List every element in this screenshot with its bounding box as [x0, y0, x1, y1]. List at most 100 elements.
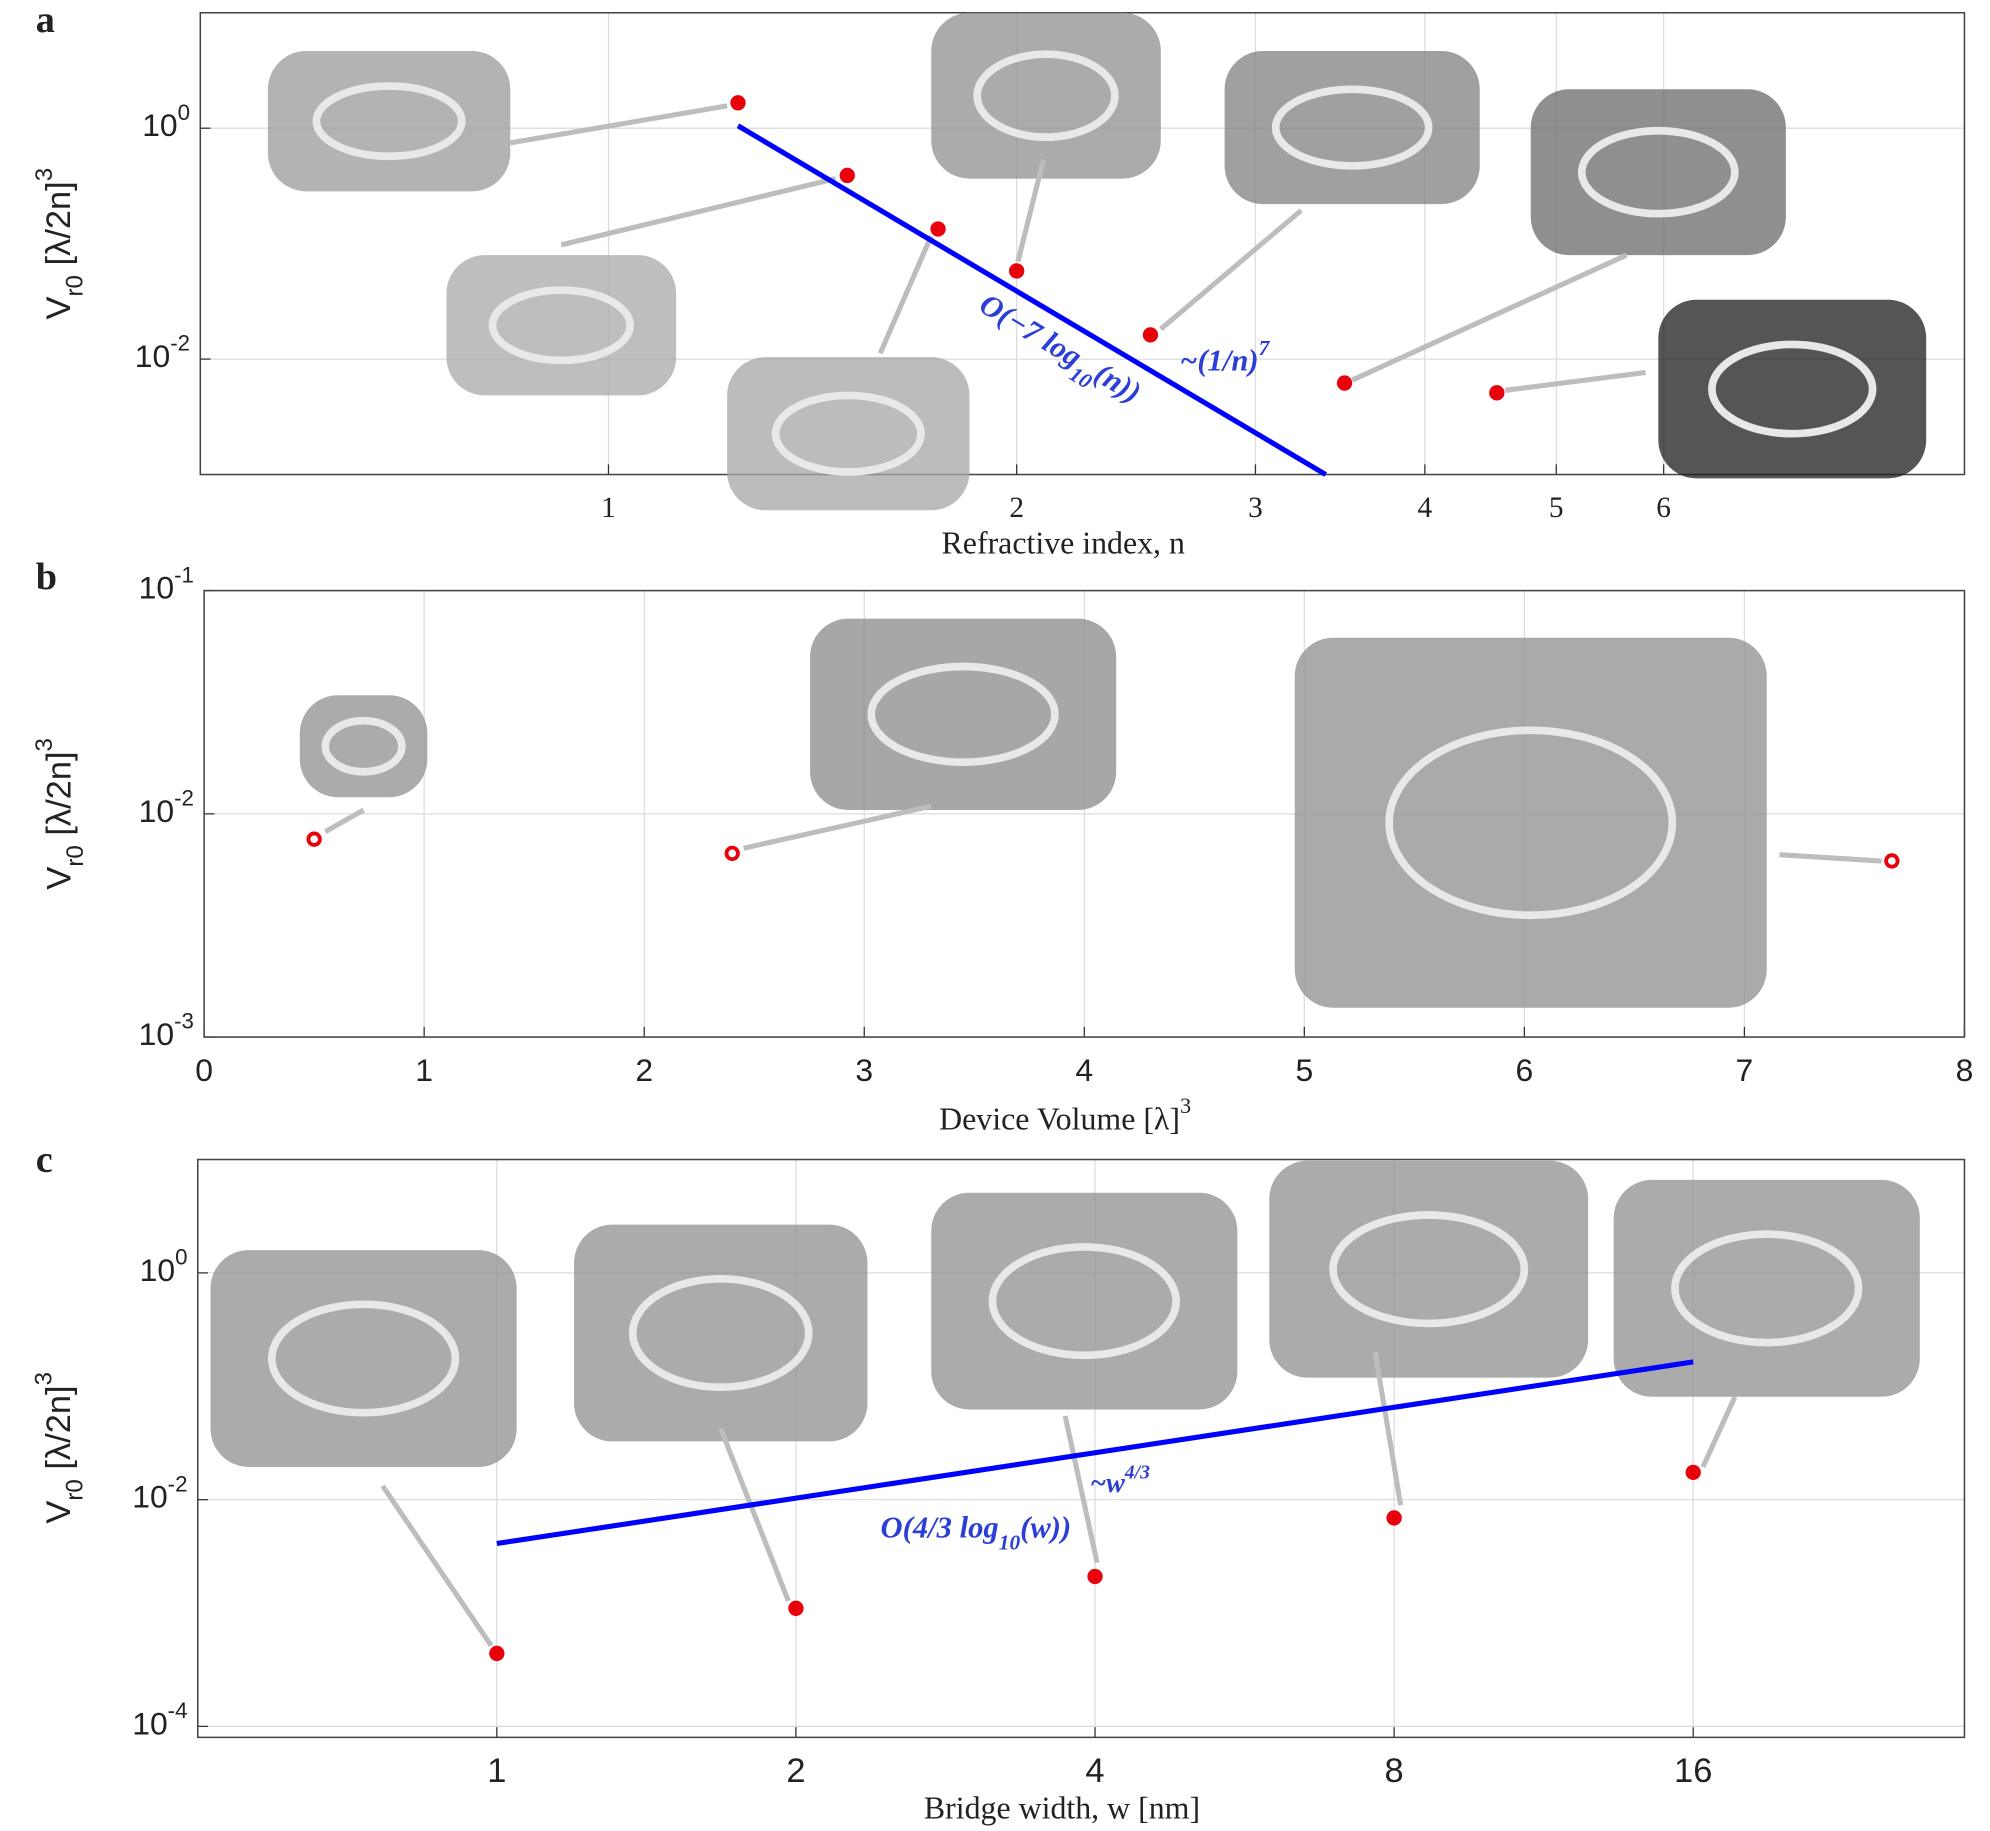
x-tick-label: 1	[415, 1052, 433, 1088]
structure-image	[931, 12, 1161, 179]
structure-detail	[973, 50, 1119, 141]
structure-detail	[321, 716, 406, 776]
structure-detail	[1329, 1211, 1529, 1328]
panel: 1 2 4 8 16 10-4 10-2 100 O(4/3 log10(w)) ~w4/3 c Br…	[31, 1139, 1966, 1826]
data-point	[489, 1645, 505, 1662]
y-axis-label: Vr0 [λ/2n]3	[31, 738, 89, 890]
x-tick-label: 2	[1009, 492, 1024, 524]
leader-line	[877, 234, 934, 355]
x-tick-label: 4	[1085, 1752, 1104, 1790]
x-axis-label: Refractive index, n	[942, 525, 1185, 560]
structure-image	[1530, 89, 1786, 256]
leader-line	[380, 1484, 494, 1647]
data-point	[1386, 1510, 1402, 1526]
data-point	[1009, 263, 1025, 279]
structure-image	[446, 255, 677, 396]
structure-image	[1294, 637, 1767, 1008]
structure-image	[727, 357, 970, 511]
data-point	[1685, 1464, 1701, 1481]
fit-line	[736, 123, 1327, 477]
data-point	[1142, 327, 1159, 343]
structure-image	[1224, 51, 1480, 205]
y-tick-label: 10-4	[132, 1698, 187, 1742]
structure-image	[931, 1192, 1238, 1410]
panel: 0 1 2 3 4 5 6 7 8 10-3 10-2 10-1 b Device Volume [λ]3…	[31, 556, 1973, 1137]
structure-detail	[1385, 726, 1677, 920]
leader-line	[1351, 252, 1628, 383]
structure-image	[299, 695, 428, 798]
structure-detail	[488, 286, 635, 365]
structure-detail	[312, 82, 466, 161]
structure-image	[210, 1250, 517, 1467]
data-point	[1087, 1568, 1103, 1585]
x-tick-label: 2	[635, 1052, 653, 1088]
leader-line	[560, 176, 837, 248]
fit-line	[496, 1359, 1694, 1547]
structure-detail	[267, 1300, 460, 1417]
annotation: O(4/3 log10(w))	[881, 1511, 1072, 1555]
leader-line	[718, 1427, 791, 1602]
x-tick-label: 6	[1516, 1052, 1534, 1088]
annotation: ~(1/n)7	[1180, 336, 1271, 378]
data-point	[1336, 375, 1353, 391]
structure-detail	[1577, 126, 1739, 218]
structure-image	[1613, 1179, 1920, 1397]
data-point	[930, 221, 946, 237]
y-tick-label: 100	[140, 1244, 188, 1288]
x-tick-label: 4	[1075, 1052, 1093, 1088]
x-tick-label: 6	[1656, 492, 1671, 524]
structure-image	[574, 1224, 868, 1442]
leader-line	[324, 807, 365, 834]
x-axis-label: Bridge width, w [nm]	[924, 1791, 1200, 1826]
structure-image	[1658, 299, 1927, 479]
x-tick-label: 1	[601, 492, 616, 524]
x-tick-label: 8	[1385, 1752, 1404, 1790]
x-tick-label: 0	[195, 1052, 213, 1088]
structure-image	[267, 51, 511, 192]
leader-line	[1159, 208, 1303, 332]
leader-line	[1779, 852, 1882, 864]
structure-image	[1269, 1160, 1589, 1378]
x-tick-label: 5	[1295, 1052, 1313, 1088]
panel-label: c	[36, 1139, 53, 1181]
annotation: ~w4/3	[1090, 1461, 1150, 1500]
data-point	[788, 1600, 804, 1616]
leader-line	[743, 803, 932, 851]
structure-detail	[1708, 340, 1877, 438]
x-tick-label: 16	[1674, 1752, 1712, 1790]
panel-label: a	[36, 0, 55, 41]
structure-detail	[988, 1243, 1180, 1360]
x-tick-label: 4	[1418, 492, 1433, 524]
data-point	[1884, 853, 1900, 869]
data-point	[306, 831, 322, 847]
x-tick-label: 3	[855, 1052, 873, 1088]
structure-detail	[1271, 85, 1433, 170]
structure-detail	[1671, 1230, 1863, 1347]
x-tick-label: 2	[786, 1752, 805, 1790]
x-tick-label: 3	[1248, 492, 1263, 524]
structure-detail	[628, 1274, 813, 1392]
leader-line	[509, 103, 728, 146]
data-point	[1489, 385, 1505, 401]
y-tick-label: 100	[142, 100, 190, 144]
data-point	[724, 845, 740, 862]
leader-line	[1015, 158, 1046, 263]
leader-line	[1372, 1351, 1404, 1506]
panel-label: b	[36, 556, 57, 598]
data-point	[730, 95, 746, 111]
data-point	[839, 167, 855, 184]
y-tick-label: 10-3	[139, 1009, 194, 1053]
leader-line	[1504, 369, 1646, 393]
x-tick-label: 7	[1736, 1052, 1754, 1088]
plot-frame	[203, 589, 1966, 1038]
x-tick-label: 5	[1549, 492, 1564, 524]
structure-detail	[867, 662, 1059, 766]
x-axis-label: Device Volume [λ]3	[939, 1093, 1191, 1137]
leader-line	[1700, 1395, 1738, 1468]
structure-image	[810, 618, 1117, 811]
y-tick-label: 10-2	[132, 1471, 187, 1515]
structure-detail	[771, 391, 925, 476]
y-tick-label: 10-2	[135, 331, 190, 375]
leader-line	[1062, 1415, 1100, 1564]
